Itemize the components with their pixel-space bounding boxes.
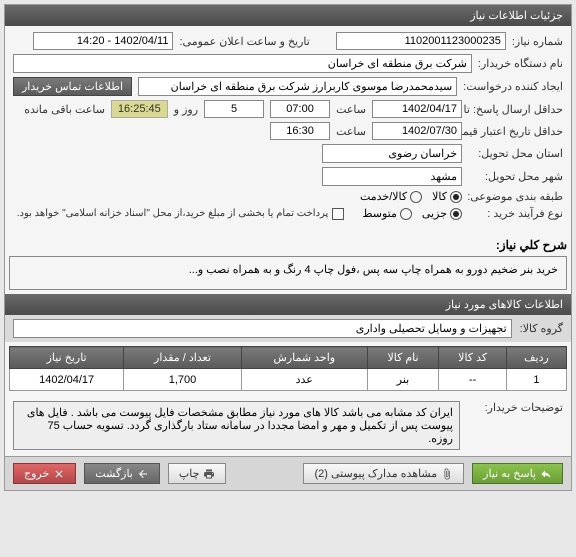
valid-time: 16:30	[270, 122, 330, 140]
process-radio-group: جزیی متوسط	[362, 207, 462, 220]
items-table-wrap: ردیف کد کالا نام کالا واحد شمارش تعداد /…	[5, 342, 571, 395]
goods-header: اطلاعات کالاهای مورد نیاز	[5, 294, 571, 315]
row-process: نوع فرآیند خرید : جزیی متوسط پرداخت تمام…	[13, 207, 563, 220]
row-validity: حداقل تاریخ اعتبار قیمت: تا تاریخ: 1402/…	[13, 122, 563, 140]
valid-date: 1402/07/30	[372, 122, 462, 140]
category-radio-group: کالا کالا/خدمت	[360, 190, 462, 203]
row-province: استان محل تحویل: خراسان رضوی	[13, 144, 563, 163]
radio-dot-icon	[410, 191, 422, 203]
need-no-label: شماره نیاز:	[512, 35, 563, 48]
radio-service[interactable]: کالا/خدمت	[360, 190, 422, 203]
row-need-no: شماره نیاز: 1102001123000235 تاریخ و ساع…	[13, 32, 563, 50]
group-row: گروه کالا: تجهیزات و وسایل تحصیلی واداری	[5, 315, 571, 342]
remaining-day-label: روز و	[174, 103, 198, 116]
requester-field: سیدمحمدرضا موسوی کاربرارز شرکت برق منطقه…	[138, 77, 457, 96]
desc-box: خرید بنر ضخیم دورو به همراه چاپ سه پس ،ف…	[9, 256, 567, 290]
province-label: استان محل تحویل:	[468, 147, 563, 160]
col-idx: ردیف	[506, 347, 566, 369]
cell-unit: عدد	[241, 369, 367, 391]
col-qty: تعداد / مقدار	[124, 347, 241, 369]
print-button[interactable]: چاپ	[168, 463, 227, 484]
category-label: طبقه بندی موضوعی:	[468, 190, 563, 203]
contact-button[interactable]: اطلاعات تماس خریدار	[13, 77, 132, 96]
desc-title: شرح کلي نياز:	[9, 238, 567, 252]
table-row[interactable]: 1 -- بنر عدد 1,700 1402/04/17	[10, 369, 567, 391]
radio-service-label: کالا/خدمت	[360, 190, 407, 203]
process-label: نوع فرآیند خرید :	[468, 207, 563, 220]
radio-goods-label: کالا	[432, 190, 447, 203]
reply-button[interactable]: پاسخ به نیاز	[472, 463, 563, 484]
time-label-2: ساعت	[336, 125, 366, 138]
items-table: ردیف کد کالا نام کالا واحد شمارش تعداد /…	[9, 346, 567, 391]
radio-medium-label: متوسط	[362, 207, 397, 220]
deadline-date: 1402/04/17	[372, 100, 462, 118]
buyer-note-row: توضیحات خریدار: ایران کد مشابه می باشد ک…	[5, 395, 571, 456]
announce-label: تاریخ و ساعت اعلان عمومی:	[179, 35, 309, 48]
attachments-button[interactable]: مشاهده مدارک پیوستی (2)	[303, 463, 464, 484]
time-label-1: ساعت	[336, 103, 366, 116]
row-category: طبقه بندی موضوعی: کالا کالا/خدمت	[13, 190, 563, 203]
need-no-field: 1102001123000235	[336, 32, 506, 50]
radio-goods[interactable]: کالا	[432, 190, 462, 203]
group-label: گروه کالا:	[520, 322, 563, 335]
cell-qty: 1,700	[124, 369, 241, 391]
radio-dot-icon	[450, 191, 462, 203]
main-panel: جزئیات اطلاعات نیاز شماره نیاز: 11020011…	[4, 4, 572, 491]
footer-bar: پاسخ به نیاز مشاهده مدارک پیوستی (2) چاپ…	[5, 456, 571, 490]
col-code: کد کالا	[439, 347, 507, 369]
buyer-note-label: توضیحات خریدار:	[468, 401, 563, 414]
back-button[interactable]: بازگشت	[84, 463, 160, 484]
row-requester: ایجاد کننده درخواست: سیدمحمدرضا موسوی کا…	[13, 77, 563, 96]
deadline-label: حداقل ارسال پاسخ: تا تاریخ:	[468, 103, 563, 116]
row-buyer-org: نام دستگاه خریدار: شرکت برق منطقه ای خرا…	[13, 54, 563, 73]
remaining-days: 5	[204, 100, 264, 118]
payment-note: پرداخت تمام یا بخشی از مبلغ خرید،از محل …	[17, 208, 329, 219]
cell-idx: 1	[506, 369, 566, 391]
back-icon	[137, 468, 149, 480]
col-name: نام کالا	[367, 347, 439, 369]
valid-label: حداقل تاریخ اعتبار قیمت: تا تاریخ:	[468, 125, 563, 138]
print-label: چاپ	[179, 467, 200, 480]
city-label: شهر محل تحویل:	[468, 170, 563, 183]
panel-title: جزئیات اطلاعات نیاز	[470, 10, 563, 22]
remaining-time-badge: 16:25:45	[111, 100, 168, 118]
print-icon	[203, 468, 215, 480]
city-field: مشهد	[322, 167, 462, 186]
cell-name: بنر	[367, 369, 439, 391]
back-label: بازگشت	[95, 467, 133, 480]
table-header-row: ردیف کد کالا نام کالا واحد شمارش تعداد /…	[10, 347, 567, 369]
form-area: شماره نیاز: 1102001123000235 تاریخ و ساع…	[5, 26, 571, 230]
buyer-note-box: ایران کد مشابه می باشد کالا های مورد نیا…	[13, 401, 460, 450]
radio-medium[interactable]: متوسط	[362, 207, 412, 220]
radio-partial[interactable]: جزیی	[422, 207, 462, 220]
requester-label: ایجاد کننده درخواست:	[463, 80, 563, 93]
radio-partial-label: جزیی	[422, 207, 447, 220]
attachments-label: مشاهده مدارک پیوستی (2)	[314, 467, 437, 480]
exit-button[interactable]: خروج	[13, 463, 76, 484]
cell-code: --	[439, 369, 507, 391]
remaining-time: 16:25:45	[118, 103, 161, 115]
payment-note-wrap: پرداخت تمام یا بخشی از مبلغ خرید،از محل …	[17, 208, 345, 220]
row-deadline: حداقل ارسال پاسخ: تا تاریخ: 1402/04/17 س…	[13, 100, 563, 118]
exit-label: خروج	[24, 467, 49, 480]
radio-dot-icon	[450, 208, 462, 220]
buyer-org-field: شرکت برق منطقه ای خراسان	[13, 54, 472, 73]
reply-label: پاسخ به نیاز	[483, 467, 536, 480]
row-city: شهر محل تحویل: مشهد	[13, 167, 563, 186]
col-date: تاریخ نیاز	[10, 347, 124, 369]
reply-icon	[540, 468, 552, 480]
province-field: خراسان رضوی	[322, 144, 462, 163]
deadline-time: 07:00	[270, 100, 330, 118]
col-unit: واحد شمارش	[241, 347, 367, 369]
radio-dot-icon	[400, 208, 412, 220]
attachment-icon	[441, 468, 453, 480]
remaining-suffix: ساعت باقی مانده	[24, 103, 105, 116]
panel-header: جزئیات اطلاعات نیاز	[5, 5, 571, 26]
exit-icon	[53, 468, 65, 480]
group-field: تجهیزات و وسایل تحصیلی واداری	[13, 319, 512, 338]
checkbox-icon[interactable]	[332, 208, 344, 220]
cell-date: 1402/04/17	[10, 369, 124, 391]
buyer-org-label: نام دستگاه خریدار:	[478, 57, 563, 70]
announce-field: 1402/04/11 - 14:20	[33, 32, 173, 50]
